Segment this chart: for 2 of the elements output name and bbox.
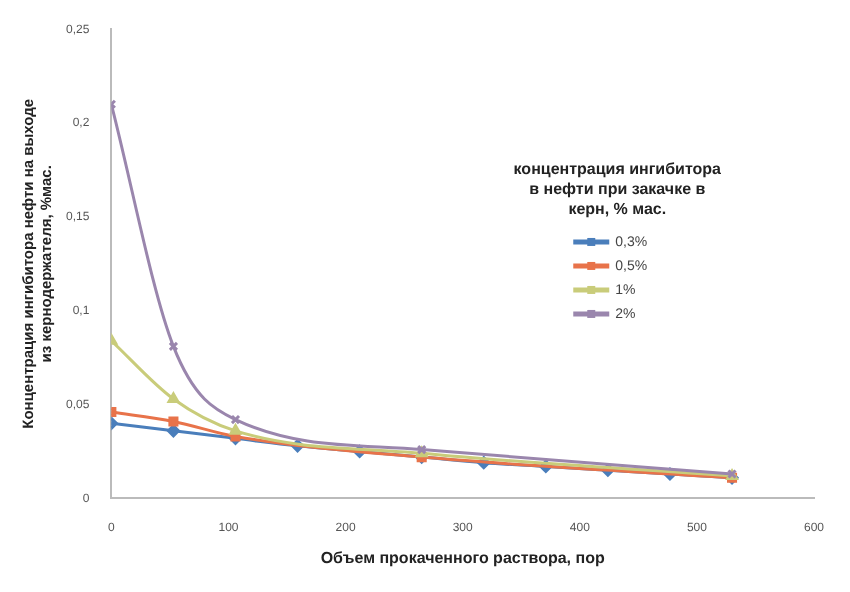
legend-title: концентрация ингибитора в нефти при закачке в керн, % мас.: [513, 160, 723, 219]
x-axis-title: Объем прокаченного раствора, пор: [320, 548, 605, 567]
